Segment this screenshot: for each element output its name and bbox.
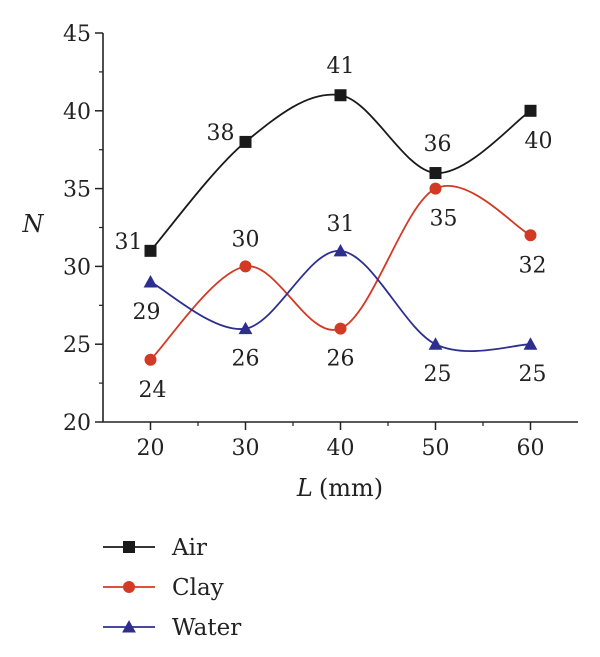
x-axis-variable: L [296,474,313,502]
data-point-air [524,104,537,117]
data-label-air: 40 [525,129,553,154]
x-axis-title: L (mm) [296,474,383,502]
legend-marker-clay [123,581,135,593]
data-label-clay: 35 [430,207,458,232]
data-label-water: 31 [327,212,355,237]
data-label-clay: 32 [519,253,547,278]
data-labels: 31 38 41 36 40 24 30 26 35 32 29 26 31 25 25 [115,54,553,403]
data-label-air: 36 [424,132,452,157]
legend: Air Clay Water [103,535,241,641]
data-label-clay: 24 [139,378,167,403]
legend-label-water: Water [172,615,241,641]
x-tick-label: 40 [327,436,355,461]
legend-label-clay: Clay [172,575,224,601]
data-point-clay [524,229,537,242]
data-point-air [334,89,347,102]
data-label-clay: 30 [232,227,260,252]
data-point-water [523,337,538,350]
x-tick-label: 30 [232,436,260,461]
legend-item-clay: Clay [103,575,224,601]
y-axis-title: N [22,210,45,238]
data-point-water [143,275,158,288]
legend-label-air: Air [171,535,207,561]
data-point-water [428,337,443,350]
x-tick-label: 20 [137,436,165,461]
data-label-water: 25 [519,362,547,387]
x-tick-label: 50 [422,436,450,461]
series-markers [143,89,538,366]
x-axis-unit: (mm) [319,474,383,502]
data-point-clay [429,182,442,195]
legend-marker-air [123,541,135,553]
data-point-clay [239,260,252,273]
legend-marker-water [122,620,136,633]
y-tick-label: 30 [63,255,91,280]
x-axis-ticks: 20 30 40 50 60 [137,422,545,461]
data-label-clay: 26 [327,347,355,372]
data-point-water [333,243,348,257]
data-point-water [238,321,253,335]
data-label-water: 26 [232,347,260,372]
data-label-air: 38 [207,121,235,146]
y-tick-label: 45 [63,22,91,47]
data-point-air [429,167,442,180]
x-tick-label: 60 [517,436,545,461]
data-label-air: 31 [115,230,143,255]
y-axis-ticks: 20 25 30 35 40 45 [63,22,103,436]
data-label-water: 29 [133,300,161,325]
data-label-water: 25 [424,362,452,387]
data-point-air [239,135,252,148]
data-label-air: 41 [327,54,355,79]
y-tick-label: 20 [63,411,91,436]
legend-item-water: Water [103,615,241,641]
data-point-clay [334,322,347,335]
data-point-air [144,244,157,257]
series-line-water [150,249,531,352]
y-tick-label: 25 [63,333,91,358]
y-tick-label: 35 [63,178,91,203]
y-tick-label: 40 [63,100,91,125]
legend-item-air: Air [103,535,207,561]
data-point-clay [144,353,157,366]
